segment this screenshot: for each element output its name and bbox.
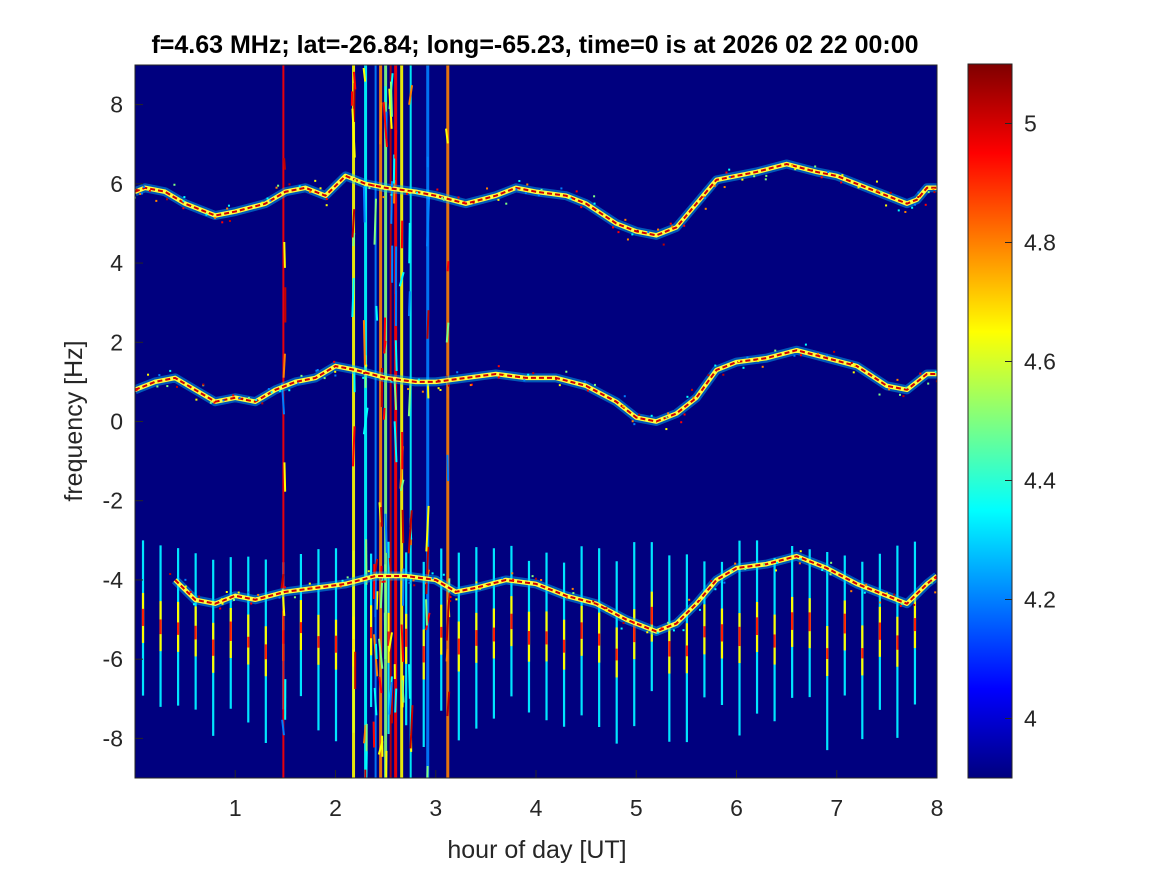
colorbar-tick-label: 4.4 bbox=[1024, 468, 1056, 494]
colorbar-tick-label: 4.8 bbox=[1024, 230, 1056, 256]
y-tick-label: 2 bbox=[110, 329, 123, 355]
x-tick-label: 7 bbox=[830, 795, 843, 821]
trace-middle bbox=[135, 343, 937, 431]
colorbar-tick-label: 4.2 bbox=[1024, 587, 1056, 613]
burst-line bbox=[407, 65, 414, 778]
spectrogram-content bbox=[135, 65, 937, 778]
x-tick-label: 4 bbox=[530, 795, 543, 821]
colorbar-tick-label: 4 bbox=[1024, 706, 1037, 732]
y-tick-label: 6 bbox=[110, 171, 123, 197]
x-tick-label: 3 bbox=[429, 795, 442, 821]
burst-line bbox=[424, 65, 431, 778]
chart-title: f=4.63 MHz; lat=-26.84; long=-65.23, tim… bbox=[151, 31, 918, 59]
burst-line bbox=[280, 65, 287, 778]
y-tick-label: 0 bbox=[110, 409, 123, 435]
burst-line bbox=[362, 65, 369, 778]
burst-line bbox=[382, 65, 388, 778]
y-axis-ticks: -8 -6 -4 -2 0 2 4 6 8 bbox=[103, 92, 143, 751]
y-tick-label: -8 bbox=[103, 725, 123, 751]
y-axis-label: frequency [Hz] bbox=[60, 340, 88, 501]
y-tick-label: 8 bbox=[110, 92, 123, 118]
burst-line bbox=[377, 65, 384, 778]
trace-upper bbox=[135, 159, 937, 246]
burst-line bbox=[387, 65, 394, 778]
x-axis-label: hour of day [UT] bbox=[447, 836, 626, 864]
y-tick-label: 4 bbox=[110, 250, 123, 276]
trace-lower bbox=[169, 550, 937, 636]
burst-line bbox=[398, 65, 405, 778]
y-tick-label: -6 bbox=[103, 646, 123, 672]
colorbar bbox=[967, 63, 1013, 779]
y-tick-label: -4 bbox=[103, 567, 124, 593]
colorbar-tick-label: 5 bbox=[1024, 111, 1037, 137]
x-axis-ticks: 1 2 3 4 5 6 7 8 bbox=[229, 770, 944, 821]
x-tick-label: 1 bbox=[229, 795, 242, 821]
burst-line bbox=[445, 65, 451, 778]
x-tick-label: 6 bbox=[730, 795, 743, 821]
x-tick-label: 8 bbox=[931, 795, 944, 821]
x-tick-label: 5 bbox=[630, 795, 643, 821]
colorbar-tick-label: 4.6 bbox=[1024, 349, 1056, 375]
burst-line bbox=[350, 65, 357, 778]
plot-area bbox=[135, 65, 937, 778]
burst-line bbox=[392, 65, 398, 778]
colorbar-ticks: 4 4.2 4.4 4.6 4.8 5 bbox=[1005, 111, 1056, 732]
y-tick-label: -2 bbox=[103, 488, 123, 514]
x-tick-label: 2 bbox=[329, 795, 342, 821]
